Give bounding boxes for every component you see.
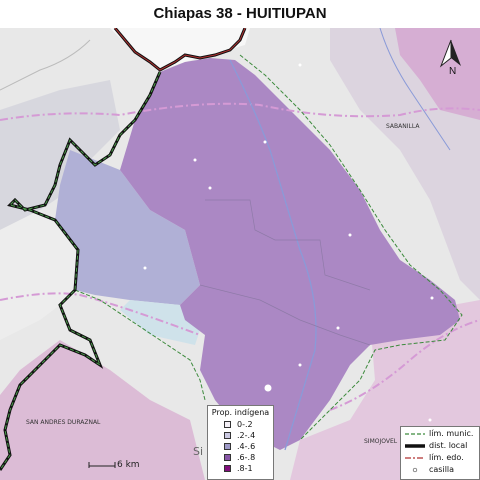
map-title: Chiapas 38 - HUITIUPAN: [153, 5, 327, 22]
legend-line-item: casilla: [401, 464, 479, 475]
legend-lines: lím. munic. dist. local lím. edo. casill…: [400, 426, 480, 480]
casilla-point[interactable]: [298, 63, 302, 67]
casilla-point[interactable]: [143, 266, 147, 270]
legend-line-item: lím. edo.: [401, 452, 479, 463]
polling-stations: [143, 63, 434, 422]
legend-swatch: [224, 443, 231, 450]
legend-swatch: [224, 421, 231, 428]
casilla-point[interactable]: [298, 363, 302, 367]
place-label-san-andres: SAN ANDRES DURAZNAL: [26, 419, 101, 426]
district-huitiupan[interactable]: [120, 58, 460, 450]
casilla-point[interactable]: [193, 158, 197, 162]
casilla-point[interactable]: [336, 326, 340, 330]
small-circle-icon: [412, 467, 418, 472]
state-boundary-red: [114, 28, 246, 71]
municipal-boundary-south: [74, 289, 206, 401]
thick-black-line-icon: [405, 443, 425, 448]
legend-proportion-item: .6-.8: [208, 452, 273, 463]
river-east: [379, 28, 451, 151]
red-line-icon: [405, 456, 425, 459]
section-line-2: [199, 284, 371, 346]
scale-bar-icon: [88, 462, 116, 468]
casilla-point[interactable]: [264, 384, 272, 392]
legend-line-item: dist. local: [401, 440, 479, 451]
west-district-fill: [55, 150, 200, 305]
casilla-point[interactable]: [430, 296, 434, 300]
northeast-pink-region: [395, 28, 480, 120]
casilla-point[interactable]: [348, 233, 352, 237]
west-lower-region: [0, 210, 80, 340]
north-state-region: [110, 28, 250, 70]
district-map[interactable]: SABANILLA SAN ANDRES DURAZNAL SIMOJOVEL …: [0, 28, 480, 480]
legend-proportion: Prop. indígena 0-.2 .2-.4 .4-.6 .6-.8 .8…: [207, 405, 274, 480]
legend-proportion-item: 0-.2: [208, 419, 273, 430]
legend-item-label: .4-.6: [237, 442, 256, 451]
north-label: N: [449, 66, 457, 77]
legend-item-label: lím. edo.: [429, 453, 464, 462]
road-south: [0, 292, 201, 336]
legend-item-label: 0-.2: [237, 420, 253, 429]
legend-item-label: .8-1: [237, 464, 253, 473]
legend-item-label: casilla: [429, 465, 455, 474]
river-main: [229, 59, 317, 451]
road-north: [0, 102, 480, 121]
light-section: [120, 300, 200, 345]
casilla-point[interactable]: [428, 418, 432, 422]
dashed-green-line-icon: [405, 432, 425, 435]
place-label-simojovel: SIMOJOVEL: [364, 438, 398, 445]
legend-item-label: .6-.8: [237, 453, 256, 462]
place-label-partial: Si: [193, 445, 203, 458]
district-boundary-west-inner: [0, 71, 161, 471]
north-arrow-icon: [439, 39, 461, 68]
legend-proportion-item: .8-1: [208, 463, 273, 474]
legend-swatch: [224, 432, 231, 439]
legend-proportion-title: Prop. indígena: [211, 408, 270, 417]
legend-item-label: lím. munic.: [429, 429, 474, 438]
legend-proportion-item: .2-.4: [208, 430, 273, 441]
section-line-1: [205, 199, 371, 291]
river-west: [0, 39, 91, 91]
legend-swatch: [224, 454, 231, 461]
west-light-region: [0, 80, 120, 230]
municipal-boundary-east: [239, 54, 463, 441]
scale-label: 6 km: [117, 460, 140, 470]
casilla-point[interactable]: [208, 186, 212, 190]
legend-swatch: [224, 465, 231, 472]
place-label-sabanilla: SABANILLA: [386, 123, 420, 130]
legend-proportion-item: .4-.6: [208, 441, 273, 452]
legend-item-label: dist. local: [429, 441, 468, 450]
legend-line-item: lím. munic.: [401, 428, 479, 439]
southwest-pink-region: [0, 340, 205, 480]
casilla-point[interactable]: [263, 140, 267, 144]
legend-item-label: .2-.4: [237, 431, 256, 440]
